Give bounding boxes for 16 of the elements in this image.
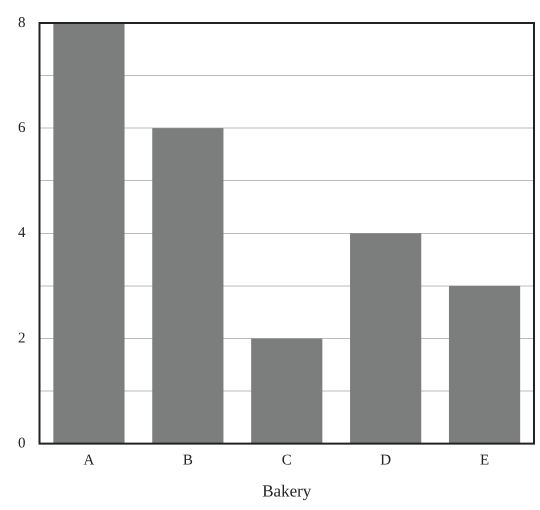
x-axis-title: Bakery [262, 481, 312, 500]
x-tick-label: B [182, 452, 193, 469]
x-tick-label: D [380, 452, 392, 469]
y-tick-label: 8 [18, 14, 26, 31]
x-tick-label: E [480, 452, 490, 469]
x-tick-label: A [84, 452, 95, 469]
bar [350, 233, 422, 444]
y-tick-label: 2 [18, 330, 26, 346]
x-tick-label: C [282, 452, 292, 469]
y-tick-label: 0 [18, 436, 26, 452]
bar [152, 128, 224, 444]
bar [53, 23, 125, 444]
y-tick-label: 4 [18, 225, 26, 242]
bar [448, 286, 520, 444]
bar [251, 338, 322, 444]
y-tick-label: 6 [18, 120, 26, 136]
